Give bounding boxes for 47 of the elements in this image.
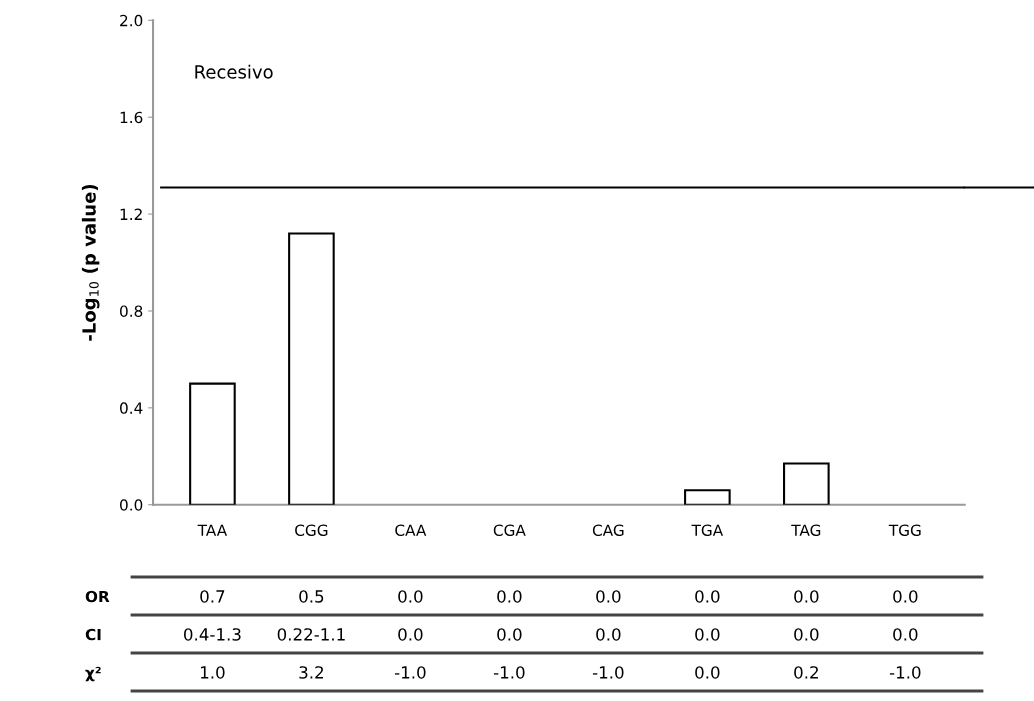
y-tick-label: 0.8 xyxy=(120,305,143,317)
y-tick-label: 1.2 xyxy=(120,208,142,220)
text: 0.4-1.3 xyxy=(184,628,241,641)
bar xyxy=(288,232,335,505)
y-tick-label: 0.0 xyxy=(120,499,143,511)
text: 0.0 xyxy=(893,590,918,603)
bar xyxy=(189,382,236,505)
text: 0.0 xyxy=(398,628,423,641)
text: 0.0 xyxy=(497,590,522,603)
text: 0.2 xyxy=(794,666,818,679)
text: -1.0 xyxy=(592,666,624,679)
x-tick-label: CGG xyxy=(295,524,328,536)
text: χ² xyxy=(85,666,101,682)
x-tick-label: TGA xyxy=(691,524,724,536)
text: CI xyxy=(85,628,101,641)
y-tick-label: 0.4 xyxy=(120,402,143,414)
text: 3.2 xyxy=(299,666,323,679)
x-tick-label: CAG xyxy=(592,524,624,536)
text: -1.0 xyxy=(889,666,921,679)
text: 0.0 xyxy=(794,590,819,603)
text: 0.0 xyxy=(695,590,720,603)
text: 0.7 xyxy=(200,590,225,603)
text: 1.0 xyxy=(201,666,225,679)
text: 0.22-1.1 xyxy=(277,628,345,641)
x-tick-label: TAG xyxy=(791,524,821,536)
annotation: Recesivo xyxy=(195,64,273,79)
y-tick-label: 2.0 xyxy=(120,14,143,27)
y-axis-title: -Log$_{10}$ (p value) xyxy=(81,184,100,341)
text: 0.0 xyxy=(497,628,522,641)
text: 0.0 xyxy=(695,628,720,641)
y-tick-label: 1.6 xyxy=(120,111,143,124)
text: 0.0 xyxy=(893,628,918,641)
text: OR xyxy=(85,590,110,603)
x-tick-label: CGA xyxy=(493,524,526,536)
x-tick-label: TGG xyxy=(888,524,921,536)
text: 0.5 xyxy=(299,590,324,603)
text: 0.0 xyxy=(596,590,621,603)
x-tick-label: CAA xyxy=(395,524,427,536)
text: 0.0 xyxy=(794,628,819,641)
text: 0.0 xyxy=(695,666,720,679)
text: 0.0 xyxy=(596,628,621,641)
text: -1.0 xyxy=(493,666,525,679)
x-tick-label: TAA xyxy=(197,524,228,536)
text: 0.0 xyxy=(398,590,423,603)
bar xyxy=(684,489,731,505)
bar xyxy=(783,462,830,505)
text: -1.0 xyxy=(394,666,426,679)
